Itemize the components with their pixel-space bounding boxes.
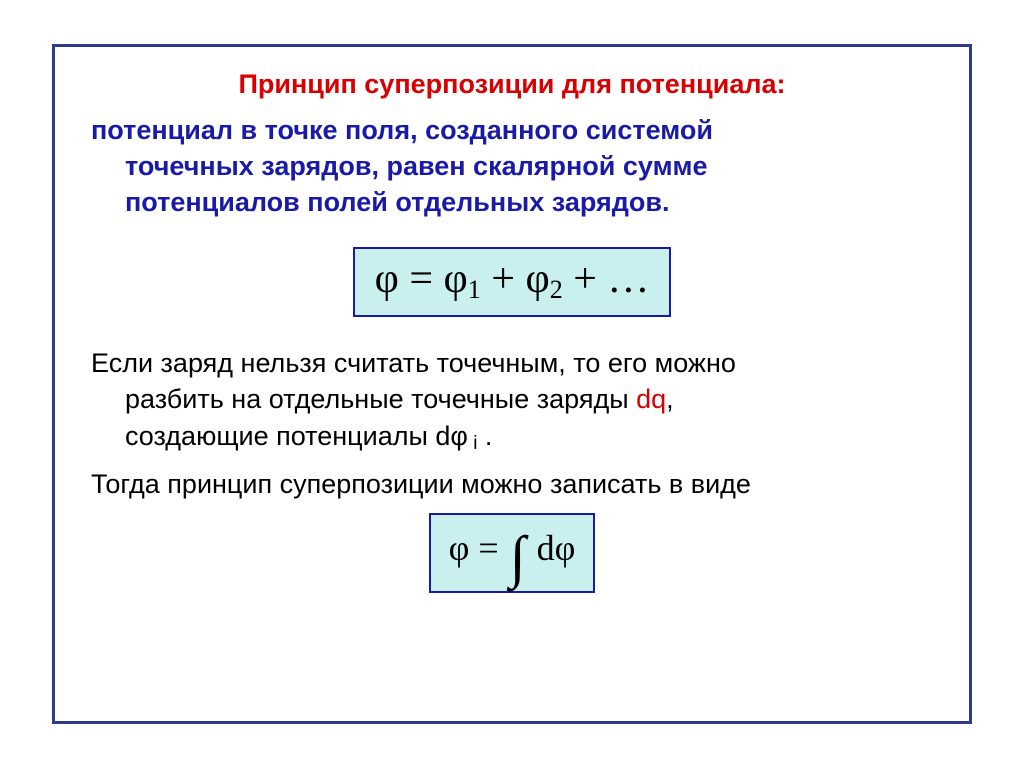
- sub-i: i: [468, 433, 478, 454]
- definition-line2: точечных зарядов, равен скалярной сумме: [91, 148, 933, 184]
- formula2-row: φ = ∫ dφ: [91, 513, 933, 594]
- f2-rhs: dφ: [528, 528, 576, 568]
- definition-line1: потенциал в точке поля, созданного систе…: [91, 115, 713, 145]
- formula2-box: φ = ∫ dφ: [429, 513, 596, 594]
- definition-paragraph: потенциал в точке поля, созданного систе…: [91, 112, 933, 221]
- continuous-charge-paragraph: Если заряд нельзя считать точечным, то е…: [91, 345, 933, 457]
- cc-line1: Если заряд нельзя считать точечным, то е…: [91, 348, 736, 378]
- integral-intro-paragraph: Тогда принцип суперпозиции можно записат…: [91, 466, 933, 502]
- dq-symbol: dq: [636, 384, 666, 414]
- definition-line3: потенциалов полей отдельных зарядов.: [91, 184, 933, 220]
- title-heading: Принцип суперпозиции для потенциала:: [91, 69, 933, 100]
- formula1-box: φ = φ1 + φ2 + …: [353, 247, 672, 317]
- integral-icon: ∫: [510, 537, 526, 578]
- cc-line2a: разбить на отдельные точечные заряды: [125, 384, 636, 414]
- cc-line3b: .: [477, 421, 492, 451]
- f2-lhs: φ =: [449, 528, 508, 568]
- cc-line2b: ,: [666, 384, 674, 414]
- content-frame: Принцип суперпозиции для потенциала: пот…: [52, 44, 972, 724]
- cc-line3a: создающие потенциалы dφ: [125, 421, 468, 451]
- formula1-row: φ = φ1 + φ2 + …: [91, 247, 933, 317]
